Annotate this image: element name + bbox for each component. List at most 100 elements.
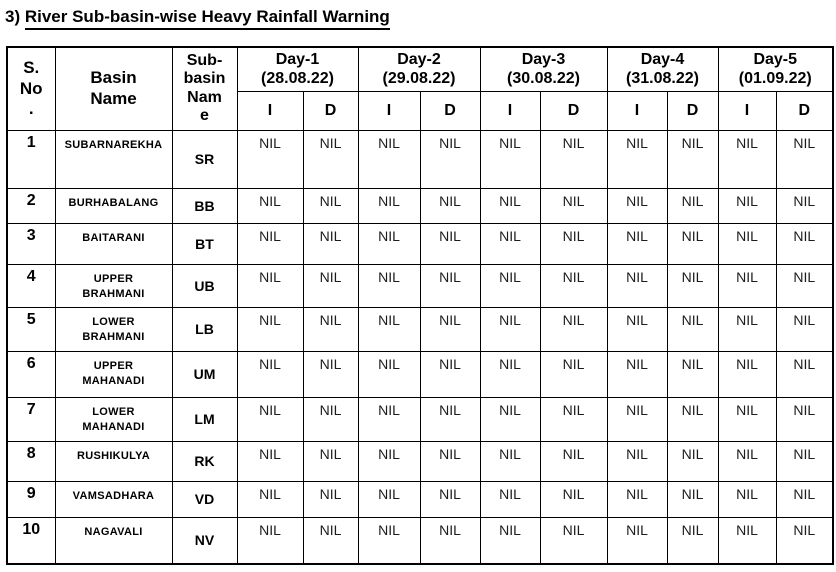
warning-cell: NIL [606, 516, 668, 565]
warning-cell: NIL [236, 516, 304, 565]
warning-cell: NIL [717, 440, 777, 482]
day2-label: Day-2 [397, 51, 441, 69]
warning-cell: NIL [775, 440, 834, 482]
row-sno: 4 [6, 263, 56, 308]
warning-cell: NIL [666, 263, 719, 308]
warning-cell: NIL [479, 129, 541, 189]
warning-cell: NIL [775, 350, 834, 398]
row-basin-name: UPPER MAHANADI [54, 350, 173, 398]
warning-cell: NIL [666, 350, 719, 398]
day5-date: (01.09.22) [738, 70, 812, 88]
warning-cell: NIL [606, 396, 668, 442]
table-body: 1 SUBARNAREKHA SR NIL NIL NIL NIL NIL NI… [6, 129, 834, 565]
warning-cell: NIL [775, 480, 834, 518]
row-basin-name: VAMSADHARA [54, 480, 173, 518]
warning-cell: NIL [539, 222, 608, 265]
row-subbasin-code: UM [171, 350, 238, 398]
warning-cell: NIL [717, 350, 777, 398]
subcol-header-d-day4: D [666, 90, 719, 131]
row-basin-name: LOWER BRAHMANI [54, 306, 173, 352]
warning-cell: NIL [302, 440, 359, 482]
warning-cell: NIL [236, 440, 304, 482]
warning-cell: NIL [236, 306, 304, 352]
table-row: 7 LOWER MAHANADI LM NIL NIL NIL NIL NIL … [6, 396, 834, 442]
warning-cell: NIL [479, 222, 541, 265]
warning-cell: NIL [666, 516, 719, 565]
warning-cell: NIL [717, 263, 777, 308]
row-subbasin-code: LM [171, 396, 238, 442]
warning-cell: NIL [419, 306, 481, 352]
warning-cell: NIL [419, 440, 481, 482]
warning-cell: NIL [479, 306, 541, 352]
warning-cell: NIL [236, 222, 304, 265]
warning-cell: NIL [717, 222, 777, 265]
row-sno: 5 [6, 306, 56, 352]
warning-cell: NIL [775, 516, 834, 565]
warning-cell: NIL [606, 440, 668, 482]
warning-cell: NIL [775, 263, 834, 308]
row-basin-name: UPPER BRAHMANI [54, 263, 173, 308]
warning-cell: NIL [717, 396, 777, 442]
table-row: 8 RUSHIKULYA RK NIL NIL NIL NIL NIL NIL … [6, 440, 834, 482]
table-row: 4 UPPER BRAHMANI UB NIL NIL NIL NIL NIL … [6, 263, 834, 308]
row-sno: 2 [6, 187, 56, 224]
row-basin-name: BAITARANI [54, 222, 173, 265]
row-basin-name: LOWER MAHANADI [54, 396, 173, 442]
warning-cell: NIL [479, 396, 541, 442]
warning-cell: NIL [479, 480, 541, 518]
warning-cell: NIL [606, 222, 668, 265]
col-header-day3: Day-3 (30.08.22) [479, 46, 608, 92]
warning-cell: NIL [666, 222, 719, 265]
row-sno: 6 [6, 350, 56, 398]
warning-cell: NIL [419, 396, 481, 442]
warning-cell: NIL [775, 222, 834, 265]
title-prefix: 3) [5, 7, 25, 26]
warning-cell: NIL [539, 350, 608, 398]
warning-cell: NIL [302, 222, 359, 265]
warning-cell: NIL [236, 350, 304, 398]
warning-cell: NIL [606, 306, 668, 352]
subcol-header-i-day3: I [479, 90, 541, 131]
col-header-basin-name: Basin Name [54, 46, 173, 131]
warning-cell: NIL [419, 263, 481, 308]
col-header-day5: Day-5 (01.09.22) [717, 46, 834, 92]
warning-cell: NIL [606, 263, 668, 308]
warning-cell: NIL [717, 187, 777, 224]
row-subbasin-code: BB [171, 187, 238, 224]
rainfall-warning-table: S. No . Basin Name Sub- basin Nam e Day-… [6, 46, 834, 565]
warning-cell: NIL [357, 516, 421, 565]
warning-cell: NIL [666, 440, 719, 482]
warning-cell: NIL [357, 440, 421, 482]
row-subbasin-code: RK [171, 440, 238, 482]
warning-cell: NIL [606, 129, 668, 189]
col-header-subbasin-name: Sub- basin Nam e [171, 46, 238, 131]
warning-cell: NIL [775, 306, 834, 352]
row-basin-name: SUBARNAREKHA [54, 129, 173, 189]
warning-cell: NIL [606, 350, 668, 398]
warning-cell: NIL [775, 187, 834, 224]
warning-cell: NIL [539, 516, 608, 565]
warning-cell: NIL [302, 263, 359, 308]
warning-cell: NIL [302, 187, 359, 224]
warning-cell: NIL [357, 129, 421, 189]
row-sno: 3 [6, 222, 56, 265]
row-sno: 9 [6, 480, 56, 518]
page-title: 3) River Sub-basin-wise Heavy Rainfall W… [5, 7, 390, 30]
warning-cell: NIL [666, 129, 719, 189]
warning-cell: NIL [419, 350, 481, 398]
warning-cell: NIL [357, 222, 421, 265]
col-header-day1: Day-1 (28.08.22) [236, 46, 359, 92]
warning-cell: NIL [539, 396, 608, 442]
warning-cell: NIL [479, 440, 541, 482]
row-subbasin-code: UB [171, 263, 238, 308]
warning-cell: NIL [302, 516, 359, 565]
warning-cell: NIL [539, 187, 608, 224]
day5-label: Day-5 [753, 51, 798, 69]
warning-cell: NIL [479, 263, 541, 308]
warning-cell: NIL [717, 480, 777, 518]
day4-label: Day-4 [640, 51, 685, 69]
day3-label: Day-3 [521, 51, 566, 69]
warning-cell: NIL [717, 306, 777, 352]
warning-cell: NIL [236, 129, 304, 189]
table-row: 5 LOWER BRAHMANI LB NIL NIL NIL NIL NIL … [6, 306, 834, 352]
